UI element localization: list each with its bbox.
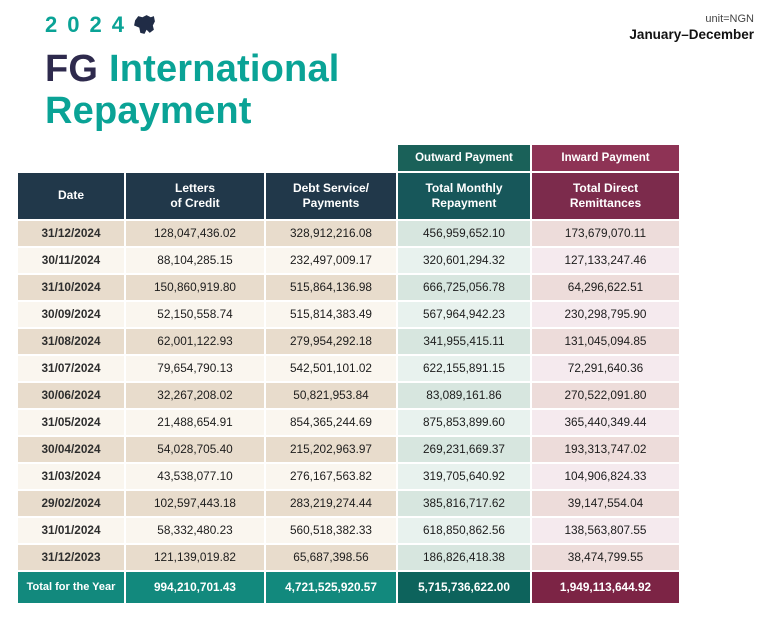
value-cell: 622,155,891.15 [398, 355, 530, 381]
value-cell: 52,150,558.74 [126, 301, 264, 327]
value-cell: 21,488,654.91 [126, 409, 264, 435]
value-cell: 121,139,019.82 [126, 544, 264, 570]
total-cell: 4,721,525,920.57 [266, 571, 396, 603]
value-cell: 270,522,091.80 [532, 382, 679, 408]
date-cell: 31/01/2024 [18, 517, 124, 543]
total-cell: 1,949,113,644.92 [532, 571, 679, 603]
outward-payment-badge: Outward Payment [398, 144, 530, 171]
value-cell: 150,860,919.80 [126, 274, 264, 300]
value-cell: 328,912,216.08 [266, 220, 396, 246]
value-cell: 128,047,436.02 [126, 220, 264, 246]
value-cell: 560,518,382.33 [266, 517, 396, 543]
badge-spacer [18, 145, 396, 171]
value-cell: 43,538,077.10 [126, 463, 264, 489]
date-cell: 31/05/2024 [18, 409, 124, 435]
year-banner: 2024 [45, 12, 157, 38]
value-cell: 283,219,274.44 [266, 490, 396, 516]
value-cell: 38,474,799.55 [532, 544, 679, 570]
value-cell: 39,147,554.04 [532, 490, 679, 516]
value-cell: 193,313,747.02 [532, 436, 679, 462]
column-header: Date [18, 172, 124, 219]
value-cell: 875,853,899.60 [398, 409, 530, 435]
value-cell: 232,497,009.17 [266, 247, 396, 273]
unit-block: unit=NGN January–December [629, 12, 754, 44]
value-cell: 102,597,443.18 [126, 490, 264, 516]
date-cell: 29/02/2024 [18, 490, 124, 516]
value-cell: 276,167,563.82 [266, 463, 396, 489]
repayment-table: Outward Payment Inward Payment Date Lette… [18, 144, 679, 603]
date-cell: 31/03/2024 [18, 463, 124, 489]
title-prefix: FG [45, 47, 99, 90]
column-header: Total Direct Remittances [532, 172, 679, 219]
nigeria-map-icon [134, 14, 155, 34]
value-cell: 515,864,136.98 [266, 274, 396, 300]
date-cell: 31/12/2023 [18, 544, 124, 570]
date-cell: 31/10/2024 [18, 274, 124, 300]
value-cell: 854,365,244.69 [266, 409, 396, 435]
value-cell: 341,955,415.11 [398, 328, 530, 354]
inward-payment-badge: Inward Payment [532, 144, 679, 171]
value-cell: 50,821,953.84 [266, 382, 396, 408]
value-cell: 64,296,622.51 [532, 274, 679, 300]
value-cell: 618,850,862.56 [398, 517, 530, 543]
date-cell: 30/04/2024 [18, 436, 124, 462]
value-cell: 365,440,349.44 [532, 409, 679, 435]
value-cell: 62,001,122.93 [126, 328, 264, 354]
unit-label: unit=NGN [705, 13, 754, 25]
date-cell: 31/07/2024 [18, 355, 124, 381]
column-header: Total Monthly Repayment [398, 172, 530, 219]
value-cell: 385,816,717.62 [398, 490, 530, 516]
infographic-page: 2024 unit=NGN January–December FG Intern… [0, 0, 778, 603]
value-cell: 104,906,824.33 [532, 463, 679, 489]
value-cell: 319,705,640.92 [398, 463, 530, 489]
value-cell: 65,687,398.56 [266, 544, 396, 570]
column-header: Letters of Credit [126, 172, 264, 219]
value-cell: 456,959,652.10 [398, 220, 530, 246]
value-cell: 320,601,294.32 [398, 247, 530, 273]
date-cell: 31/08/2024 [18, 328, 124, 354]
value-cell: 230,298,795.90 [532, 301, 679, 327]
value-cell: 666,725,056.78 [398, 274, 530, 300]
value-cell: 215,202,963.97 [266, 436, 396, 462]
total-label: Total for the Year [18, 571, 124, 603]
value-cell: 173,679,070.11 [532, 220, 679, 246]
value-cell: 83,089,161.86 [398, 382, 530, 408]
date-cell: 31/12/2024 [18, 220, 124, 246]
value-cell: 269,231,669.37 [398, 436, 530, 462]
value-cell: 131,045,094.85 [532, 328, 679, 354]
total-cell: 994,210,701.43 [126, 571, 264, 603]
value-cell: 54,028,705.40 [126, 436, 264, 462]
title-word-repayment: Repayment [45, 90, 252, 133]
value-cell: 72,291,640.36 [532, 355, 679, 381]
date-cell: 30/09/2024 [18, 301, 124, 327]
value-cell: 542,501,101.02 [266, 355, 396, 381]
page-title: FG International Repayment [0, 44, 778, 133]
value-cell: 279,954,292.18 [266, 328, 396, 354]
title-word-international: International [108, 47, 340, 90]
value-cell: 88,104,285.15 [126, 247, 264, 273]
top-bar: 2024 unit=NGN January–December [0, 0, 778, 44]
value-cell: 32,267,208.02 [126, 382, 264, 408]
value-cell: 58,332,480.23 [126, 517, 264, 543]
value-cell: 186,826,418.38 [398, 544, 530, 570]
date-cell: 30/06/2024 [18, 382, 124, 408]
total-cell: 5,715,736,622.00 [398, 571, 530, 603]
value-cell: 567,964,942.23 [398, 301, 530, 327]
value-cell: 79,654,790.13 [126, 355, 264, 381]
year-label: 2024 [45, 12, 134, 37]
column-header: Debt Service/ Payments [266, 172, 396, 219]
value-cell: 138,563,807.55 [532, 517, 679, 543]
value-cell: 515,814,383.49 [266, 301, 396, 327]
period-label: January–December [629, 27, 754, 43]
value-cell: 127,133,247.46 [532, 247, 679, 273]
date-cell: 30/11/2024 [18, 247, 124, 273]
